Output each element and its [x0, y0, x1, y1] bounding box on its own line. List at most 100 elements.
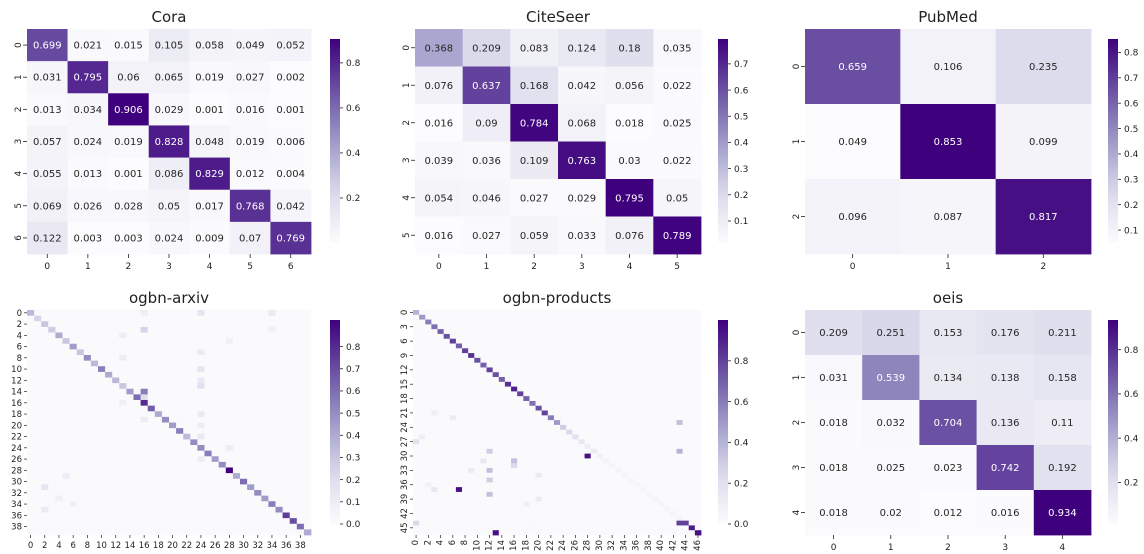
- heatmap-cell: [431, 448, 438, 455]
- heatmap-cell: [268, 495, 276, 502]
- heatmap-cell: [627, 448, 634, 455]
- heatmap-cell: [676, 472, 684, 478]
- heatmap-cell: [303, 343, 312, 350]
- cell-value-label: 0.054: [425, 193, 454, 204]
- heatmap-cell: [425, 496, 432, 502]
- heatmap-cell: [658, 348, 665, 354]
- heatmap-cell: [147, 501, 156, 508]
- heatmap-cell: [119, 529, 127, 536]
- heatmap-cell: [240, 416, 248, 423]
- heatmap-cell: [651, 491, 659, 498]
- heatmap-cell: [688, 338, 696, 344]
- heatmap-cell: [183, 484, 191, 491]
- heatmap-cell: [443, 377, 451, 383]
- heatmap-cell: [204, 310, 212, 317]
- heatmap-cell: [261, 506, 269, 513]
- heatmap-cell: [547, 362, 555, 368]
- cell-value-label: 0.769: [276, 233, 305, 244]
- heatmap-cell: [437, 367, 445, 373]
- heatmap-cell: [578, 467, 585, 474]
- heatmap-cell: [437, 333, 445, 340]
- heatmap-cell: [413, 357, 420, 364]
- heatmap-cell: [211, 315, 220, 322]
- heatmap-cell: [413, 310, 420, 316]
- heatmap-cell: [55, 506, 63, 513]
- heatmap-cell: [443, 515, 451, 522]
- heatmap-cell: [261, 383, 269, 390]
- heatmap-cell: [553, 424, 561, 431]
- heatmap-cell: [498, 444, 506, 450]
- heatmap-cell: [498, 420, 506, 426]
- heatmap-cell: [504, 439, 512, 445]
- heatmap-cell: [161, 310, 170, 317]
- heatmap-cell: [112, 388, 120, 395]
- heatmap-cell: [48, 433, 56, 440]
- heatmap-cell: [578, 472, 585, 478]
- heatmap-cell: [694, 357, 702, 364]
- heatmap-cell: [268, 484, 276, 491]
- heatmap-cell: [254, 439, 262, 446]
- heatmap-cell: [76, 518, 85, 525]
- heatmap-cell: [183, 349, 191, 356]
- heatmap-cell: [76, 467, 85, 474]
- heatmap-cell: [572, 491, 579, 498]
- heatmap-cell: [413, 458, 420, 464]
- heatmap-cell: [682, 448, 690, 455]
- colorbar-tick-label: 0.6: [734, 86, 749, 96]
- cell-value-label: 0.637: [472, 81, 501, 92]
- heatmap-cell: [261, 478, 269, 485]
- heatmap-cell: [474, 439, 481, 445]
- heatmap-cell: [615, 463, 622, 469]
- cell-value-label: 0.138: [991, 373, 1020, 384]
- heatmap-cell: [639, 520, 647, 526]
- heatmap-cell: [529, 444, 536, 450]
- heatmap-cell: [517, 400, 524, 407]
- heatmap-cell: [232, 523, 241, 530]
- heatmap-cell: [676, 525, 684, 531]
- heatmap-cell: [658, 496, 665, 502]
- heatmap-cell: [27, 473, 35, 480]
- heatmap-cell: [190, 456, 198, 463]
- heatmap-cell: [511, 391, 518, 397]
- heatmap-cell: [676, 429, 684, 435]
- heatmap-cell: [270, 93, 312, 126]
- heatmap-cell: [480, 348, 487, 354]
- heatmap-cell: [670, 496, 677, 502]
- heatmap-cell: [517, 477, 524, 483]
- heatmap-cell: [517, 525, 524, 531]
- heatmap-cell: [133, 405, 141, 412]
- heatmap-cell: [218, 371, 227, 378]
- heatmap-cell: [621, 448, 628, 455]
- heatmap-cell: [621, 463, 628, 469]
- heatmap-cell: [492, 501, 500, 507]
- heatmap-cell: [492, 515, 500, 522]
- heatmap-cell: [169, 428, 177, 435]
- heatmap-cell: [261, 445, 269, 452]
- colorbar-tick-label: 0.5: [734, 112, 748, 122]
- heatmap-cell: [112, 478, 120, 485]
- heatmap-cell: [225, 445, 234, 452]
- heatmap-cell: [584, 511, 592, 517]
- heatmap-cell: [268, 512, 276, 519]
- heatmap-cell: [431, 525, 438, 531]
- heatmap-cell: [560, 429, 567, 435]
- heatmap-cell: [664, 477, 671, 483]
- heatmap-cell: [523, 458, 530, 464]
- heatmap-cell: [529, 377, 536, 383]
- heatmap-cell: [694, 434, 702, 440]
- heatmap-cell: [664, 357, 671, 364]
- heatmap-cell: [553, 458, 561, 464]
- heatmap-cell: [76, 422, 85, 429]
- heatmap-cell: [41, 394, 49, 401]
- heatmap-cell: [510, 179, 559, 217]
- heatmap-cell: [197, 405, 205, 412]
- heatmap-cell: [566, 467, 573, 474]
- heatmap-cell: [147, 433, 156, 440]
- cell-value-label: 0.158: [1048, 373, 1077, 384]
- heatmap-cell: [62, 394, 70, 401]
- heatmap-cell: [682, 515, 690, 522]
- y-tick-label: 1: [402, 82, 412, 88]
- heatmap-cell: [232, 366, 241, 373]
- heatmap-cell: [602, 338, 610, 344]
- heatmap-cell: [176, 512, 184, 519]
